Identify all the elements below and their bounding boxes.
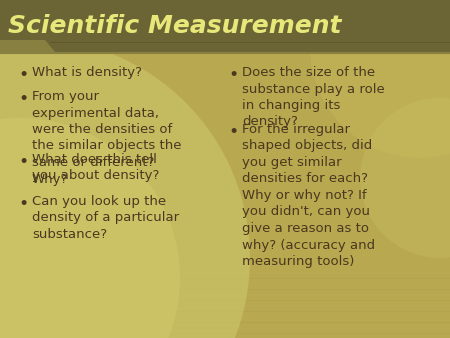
- Polygon shape: [0, 40, 55, 52]
- Circle shape: [310, 0, 450, 158]
- Text: •: •: [228, 66, 238, 84]
- Bar: [0, 0, 450, 52]
- Circle shape: [360, 98, 450, 258]
- Text: •: •: [18, 153, 28, 171]
- Text: What is density?: What is density?: [32, 66, 142, 79]
- Text: •: •: [18, 66, 28, 84]
- Text: What does this tell
you about density?: What does this tell you about density?: [32, 153, 159, 183]
- Text: Does the size of the
substance play a role
in changing its
density?: Does the size of the substance play a ro…: [242, 66, 385, 128]
- Circle shape: [0, 118, 180, 338]
- Text: Scientific Measurement: Scientific Measurement: [8, 14, 342, 38]
- Text: •: •: [18, 195, 28, 213]
- Circle shape: [0, 38, 250, 338]
- Text: From your
experimental data,
were the densities of
the similar objects the
same : From your experimental data, were the de…: [32, 90, 181, 186]
- Text: •: •: [18, 90, 28, 108]
- Text: Can you look up the
density of a particular
substance?: Can you look up the density of a particu…: [32, 195, 179, 241]
- Text: For the irregular
shaped objects, did
you get similar
densities for each?
Why or: For the irregular shaped objects, did yo…: [242, 123, 375, 268]
- Text: •: •: [228, 123, 238, 141]
